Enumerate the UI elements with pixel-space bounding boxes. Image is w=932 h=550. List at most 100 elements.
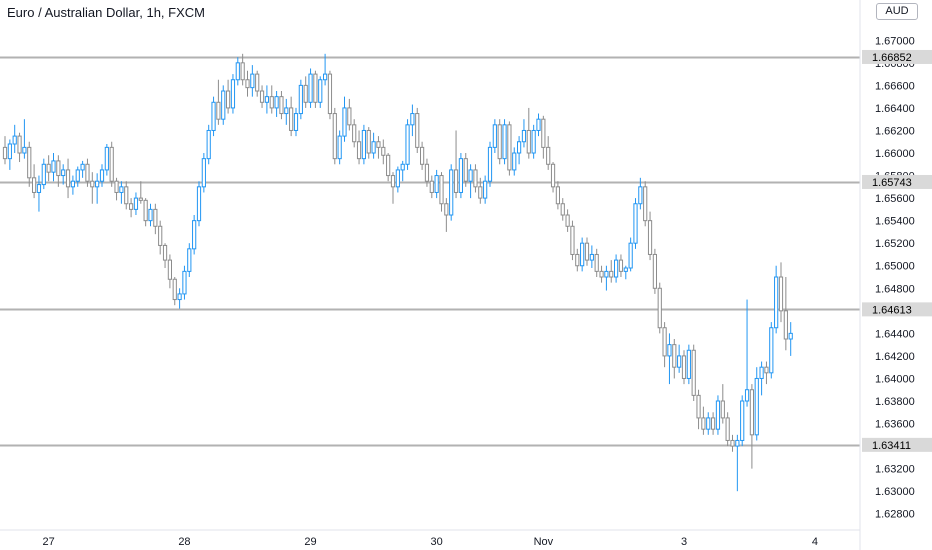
time-tick-label: 28 <box>178 536 190 548</box>
candle-body <box>56 160 61 177</box>
candle-body <box>764 366 769 374</box>
candle <box>371 132 376 159</box>
candle <box>201 153 206 193</box>
candle <box>187 243 192 278</box>
candle <box>318 76 323 108</box>
price-tick-label: 1.67000 <box>875 35 915 47</box>
candle-body <box>536 118 541 131</box>
candle-body <box>284 107 289 115</box>
candle-body <box>240 62 245 81</box>
candle-body <box>361 129 366 160</box>
candle-body <box>17 135 22 154</box>
candle-body <box>313 73 318 103</box>
candle-body <box>289 107 294 131</box>
candle-body <box>274 96 279 109</box>
candle <box>284 98 289 125</box>
price-tick-label: 1.64400 <box>875 328 915 340</box>
price-tick-label: 1.64000 <box>875 373 915 385</box>
time-tick-label: 29 <box>304 536 316 548</box>
candle <box>623 265 628 280</box>
candle-body <box>95 180 100 188</box>
candle-body <box>735 439 740 447</box>
candle <box>589 245 594 268</box>
candle <box>240 53 245 86</box>
candle-body <box>167 259 173 280</box>
candle <box>662 322 667 368</box>
candle <box>114 177 119 201</box>
candle-body <box>153 208 158 227</box>
candle <box>250 65 255 97</box>
candle-body <box>774 276 779 329</box>
candle-body <box>245 79 250 89</box>
candles <box>2 53 793 492</box>
candle <box>162 243 168 268</box>
candle-body <box>589 253 594 261</box>
candle-body <box>701 417 706 430</box>
candle <box>361 124 366 165</box>
candle-body <box>783 310 788 340</box>
candle-body <box>12 135 17 145</box>
candle <box>70 175 76 195</box>
candle-body <box>124 186 129 205</box>
candle-body <box>230 79 236 109</box>
candle <box>235 57 240 86</box>
candle-body <box>478 186 483 199</box>
price-tick-label: 1.66200 <box>875 125 915 137</box>
candle-body <box>119 186 124 193</box>
candle-body <box>259 90 265 103</box>
candle-body <box>740 400 745 441</box>
candle <box>463 153 468 187</box>
candle-body <box>255 73 260 92</box>
candle <box>99 164 105 187</box>
candle <box>133 192 139 216</box>
candle-body <box>424 163 430 182</box>
currency-badge[interactable]: AUD <box>876 3 918 20</box>
candle-body <box>293 113 299 131</box>
candle-body <box>560 203 565 216</box>
candle <box>148 203 153 227</box>
candle <box>740 395 745 447</box>
price-tick-label: 1.66400 <box>875 103 915 115</box>
candle-body <box>386 154 391 177</box>
level-label: 1.65743 <box>872 177 912 189</box>
candle <box>90 172 95 204</box>
candle <box>298 79 303 120</box>
candle <box>444 198 449 232</box>
candle <box>75 166 80 187</box>
candle <box>580 237 585 272</box>
candle <box>61 164 66 185</box>
candle-body <box>570 225 575 255</box>
candle <box>439 172 444 212</box>
candle <box>313 70 318 108</box>
candle-body <box>788 332 793 340</box>
candle <box>196 181 202 227</box>
candle-body <box>303 84 308 103</box>
candle <box>759 361 764 396</box>
candle-body <box>133 197 139 210</box>
candle <box>609 260 614 283</box>
candle <box>143 198 148 227</box>
candle <box>744 299 750 407</box>
candle <box>647 211 653 261</box>
candle <box>774 265 779 334</box>
price-tick-label: 1.64200 <box>875 351 915 363</box>
candle <box>788 322 793 356</box>
candle-body <box>342 107 347 137</box>
candle-body <box>221 90 226 120</box>
candle-body <box>22 146 27 154</box>
candle-body <box>36 184 42 193</box>
candle-body <box>298 84 303 115</box>
candle <box>652 248 657 294</box>
candle <box>711 412 716 435</box>
candle-body <box>187 248 192 272</box>
price-axis: 1.628001.630001.632001.634001.636001.638… <box>862 35 932 521</box>
candle <box>56 155 61 187</box>
candle-body <box>138 197 143 201</box>
candle <box>677 344 682 373</box>
level-label-bg <box>862 437 932 452</box>
candle <box>614 254 619 283</box>
candle-body <box>550 163 556 188</box>
candle <box>226 79 231 114</box>
price-tick-label: 1.63600 <box>875 419 915 431</box>
